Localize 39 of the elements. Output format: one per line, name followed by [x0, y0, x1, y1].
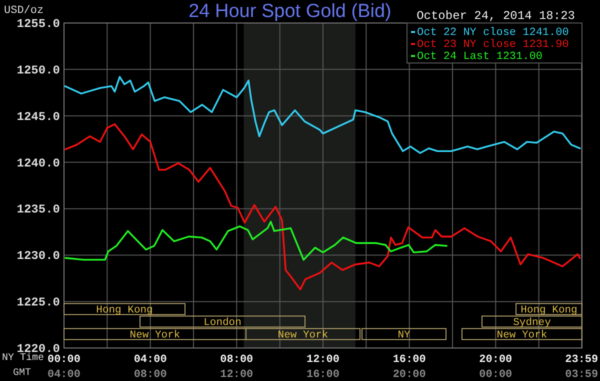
annotation: New York: [130, 330, 180, 342]
x2-tick-label: 04:00: [47, 369, 81, 381]
annotation: Sydney: [513, 317, 551, 330]
x2-axis-title: GMT: [12, 368, 32, 379]
x-tick-label: 12:00: [306, 354, 340, 366]
x-tick-label: 08:00: [220, 354, 254, 366]
line-series: [64, 220, 448, 261]
x-tick-label: 16:00: [392, 354, 426, 366]
line-series: [64, 123, 581, 290]
x2-tick-label: 00:00: [479, 369, 512, 381]
y-tick-label: 1250.0: [16, 63, 60, 78]
annotation: NY: [398, 330, 411, 342]
x-tick-label: 00:00: [47, 354, 81, 366]
y-tick-label: 1255.0: [16, 17, 60, 31]
legend-label: Oct 23 NY close 1231.90: [417, 39, 569, 51]
y-tick-label: 1235.0: [16, 202, 60, 217]
chart-title: 24 Hour Spot Gold (Bid): [188, 1, 392, 22]
annotation: London: [204, 317, 242, 330]
x-tick-label: 23:59: [565, 354, 598, 366]
y-tick-label: 1230.0: [16, 249, 60, 264]
x2-tick-label: 08:00: [134, 369, 167, 381]
y-axis-title: USD/oz: [4, 5, 44, 17]
legend-label: Oct 22 NY close 1241.00: [417, 27, 569, 39]
line-series: [64, 76, 581, 154]
x2-tick-label: 12:00: [220, 369, 254, 381]
x2-tick-label: 03:59: [565, 369, 598, 381]
y-tick-label: 1240.0: [16, 156, 60, 170]
x-tick-label: 04:00: [134, 354, 167, 366]
x-tick-label: 20:00: [479, 354, 512, 366]
annotation: New York: [278, 330, 328, 342]
legend-label: Oct 24 Last 1231.00: [417, 51, 542, 63]
annotation: Hong Kong: [520, 304, 578, 317]
x2-tick-label: 20:00: [392, 369, 426, 381]
x2-tick-label: 16:00: [306, 369, 340, 381]
chart-subtitle: October 24, 2014 18:23: [416, 9, 575, 23]
annotation: Hong Kong: [96, 304, 153, 317]
y-tick-label: 1225.0: [16, 296, 60, 310]
annotation: New York: [496, 330, 548, 342]
y-tick-label: 1245.0: [16, 110, 60, 124]
